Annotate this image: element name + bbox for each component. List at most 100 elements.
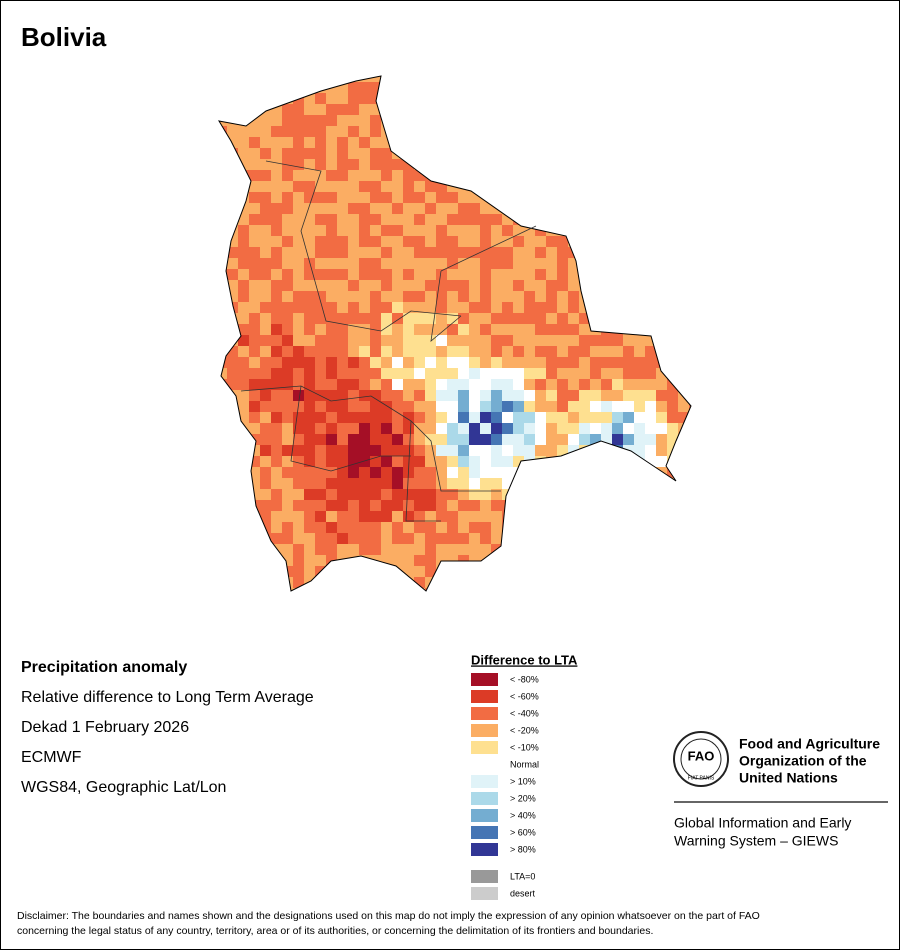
grid-cell: [634, 434, 645, 445]
grid-cell: [480, 412, 491, 423]
grid-cell: [348, 324, 359, 335]
grid-cell: [678, 302, 689, 313]
grid-cell: [678, 566, 689, 577]
grid-cell: [260, 214, 271, 225]
grid-cell: [238, 280, 249, 291]
grid-cell: [590, 533, 601, 544]
grid-cell: [227, 412, 238, 423]
grid-cell: [447, 335, 458, 346]
grid-cell: [579, 379, 590, 390]
grid-cell: [667, 247, 678, 258]
grid-cell: [623, 93, 634, 104]
grid-cell: [293, 82, 304, 93]
grid-cell: [315, 269, 326, 280]
grid-cell: [227, 324, 238, 335]
grid-cell: [524, 566, 535, 577]
fao-logo: FAO FIAT PANIS: [673, 731, 729, 787]
grid-cell: [678, 247, 689, 258]
grid-cell: [370, 104, 381, 115]
grid-cell: [568, 577, 579, 588]
grid-cell: [689, 247, 691, 258]
grid-cell: [546, 445, 557, 456]
grid-cell: [315, 588, 326, 591]
grid-cell: [359, 280, 370, 291]
grid-cell: [392, 577, 403, 588]
grid-cell: [436, 148, 447, 159]
grid-cell: [304, 181, 315, 192]
grid-cell: [480, 302, 491, 313]
grid-cell: [359, 566, 370, 577]
grid-cell: [392, 478, 403, 489]
grid-cell: [634, 423, 645, 434]
grid-cell: [282, 456, 293, 467]
grid-cell: [381, 489, 392, 500]
grid-cell: [293, 434, 304, 445]
grid-cell: [425, 533, 436, 544]
grid-cell: [359, 478, 370, 489]
info-lines: Relative difference to Long Term Average…: [21, 689, 314, 796]
grid-cell: [227, 544, 238, 555]
grid-cell: [447, 203, 458, 214]
grid-cell: [480, 522, 491, 533]
grid-cell: [491, 148, 502, 159]
grid-cell: [447, 478, 458, 489]
grid-cell: [458, 335, 469, 346]
grid-cell: [337, 115, 348, 126]
grid-cell: [304, 346, 315, 357]
grid-cell: [348, 467, 359, 478]
grid-cell: [436, 104, 447, 115]
grid-cell: [315, 302, 326, 313]
grid-cell: [546, 247, 557, 258]
grid-cell: [414, 412, 425, 423]
grid-cell: [348, 456, 359, 467]
grid-cell: [513, 412, 524, 423]
grid-cell: [678, 159, 689, 170]
grid-cell: [260, 291, 271, 302]
grid-cell: [348, 478, 359, 489]
grid-cell: [689, 533, 691, 544]
grid-cell: [678, 335, 689, 346]
grid-cell: [535, 137, 546, 148]
grid-cell: [502, 82, 513, 93]
grid-cell: [260, 456, 271, 467]
grid-cell: [447, 368, 458, 379]
grid-cell: [601, 291, 612, 302]
grid-cell: [326, 368, 337, 379]
grid-cell: [546, 236, 557, 247]
grid-cell: [667, 357, 678, 368]
grid-cell: [667, 225, 678, 236]
grid-cell: [667, 280, 678, 291]
grid-cell: [513, 76, 524, 82]
grid-cell: [513, 159, 524, 170]
grid-cell: [293, 192, 304, 203]
grid-cell: [282, 434, 293, 445]
grid-cell: [590, 104, 601, 115]
grid-cell: [304, 192, 315, 203]
grid-cell: [249, 555, 260, 566]
grid-cell: [219, 82, 227, 93]
grid-cell: [271, 192, 282, 203]
grid-cell: [678, 181, 689, 192]
grid-cell: [480, 445, 491, 456]
grid-cell: [656, 302, 667, 313]
grid-cell: [645, 148, 656, 159]
grid-cell: [491, 346, 502, 357]
grid-cell: [601, 104, 612, 115]
grid-cell: [502, 588, 513, 591]
grid-cell: [535, 247, 546, 258]
grid-cell: [601, 346, 612, 357]
grid-cell: [557, 93, 568, 104]
grid-cell: [271, 511, 282, 522]
grid-cell: [282, 159, 293, 170]
grid-cell: [282, 203, 293, 214]
grid-cell: [425, 291, 436, 302]
grid-cell: [480, 368, 491, 379]
grid-cell: [689, 203, 691, 214]
grid-cell: [469, 269, 480, 280]
grid-cell: [326, 291, 337, 302]
map-title: Bolivia: [21, 22, 107, 52]
grid-cell: [612, 170, 623, 181]
grid-cell: [425, 225, 436, 236]
grid-cell: [238, 577, 249, 588]
grid-cell: [414, 588, 425, 591]
